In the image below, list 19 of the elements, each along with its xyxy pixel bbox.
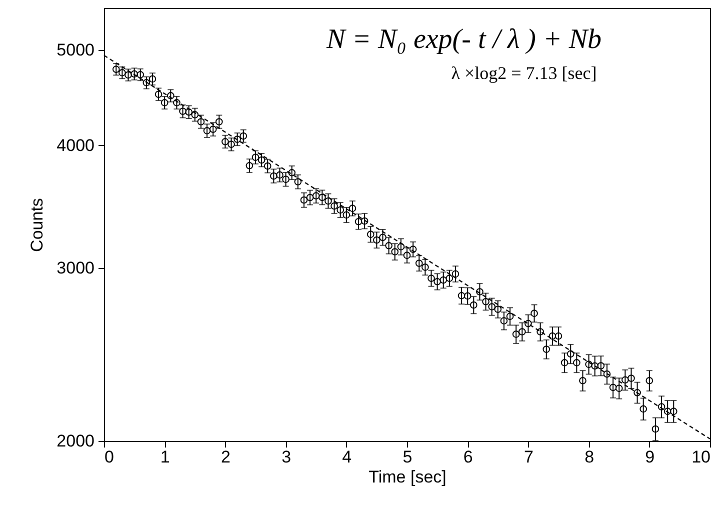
x-tick-label: 1: [160, 448, 170, 466]
x-tick-label: 9: [645, 448, 655, 466]
x-axis-title: Time [sec]: [368, 468, 446, 486]
y-tick-label: 2000: [56, 432, 94, 450]
x-tick-label: 7: [524, 448, 534, 466]
x-tick-label: 8: [584, 448, 594, 466]
y-tick-label: 4000: [56, 136, 94, 155]
annotation: λ ×log2 = 7.13 [sec]: [451, 63, 597, 83]
annotation: N = N₀ exp(- t / λ ) + Nb: [325, 24, 602, 55]
x-tick-label: 6: [463, 448, 473, 466]
y-tick-label: 3000: [56, 258, 94, 278]
x-tick-label: 5: [402, 448, 412, 466]
x-tick-label: 4: [342, 448, 352, 466]
x-tick-label: 2: [220, 448, 230, 466]
y-axis-title: Counts: [28, 198, 47, 252]
x-tick-label: 0: [104, 448, 114, 466]
x-tick-label: 10: [692, 448, 710, 466]
y-tick-label: 5000: [56, 40, 94, 60]
x-tick-label: 3: [282, 448, 292, 466]
